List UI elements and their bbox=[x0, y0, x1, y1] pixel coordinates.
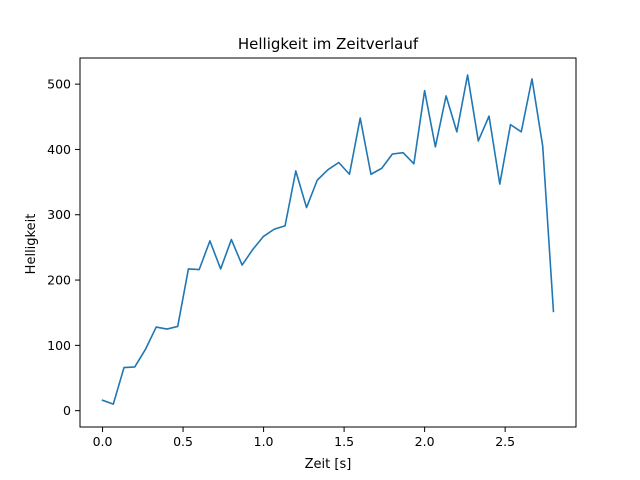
x-tick-label: 2.5 bbox=[495, 434, 515, 449]
x-tick-label: 2.0 bbox=[415, 434, 435, 449]
x-tick-label: 1.5 bbox=[334, 434, 354, 449]
x-axis: 0.0 0.5 1.0 1.5 2.0 2.5 bbox=[93, 427, 515, 449]
x-tick-label: 1.0 bbox=[254, 434, 274, 449]
y-tick-label: 0 bbox=[63, 403, 71, 418]
series-line bbox=[101, 74, 555, 405]
y-tick-label: 300 bbox=[47, 207, 71, 222]
y-tick-label: 100 bbox=[47, 338, 71, 353]
y-tick-label: 400 bbox=[47, 142, 71, 157]
chart-title: Helligkeit im Zeitverlauf bbox=[238, 35, 419, 53]
x-tick-label: 0.5 bbox=[173, 434, 193, 449]
y-axis-label: Helligkeit bbox=[24, 214, 39, 275]
y-tick-label: 500 bbox=[47, 77, 71, 92]
y-axis: 0 100 200 300 400 500 bbox=[47, 77, 80, 418]
plot-frame bbox=[79, 57, 577, 428]
y-tick-label: 200 bbox=[47, 273, 71, 288]
x-tick-label: 0.0 bbox=[93, 434, 113, 449]
series-layer bbox=[101, 74, 555, 405]
x-axis-label: Zeit [s] bbox=[305, 457, 352, 472]
